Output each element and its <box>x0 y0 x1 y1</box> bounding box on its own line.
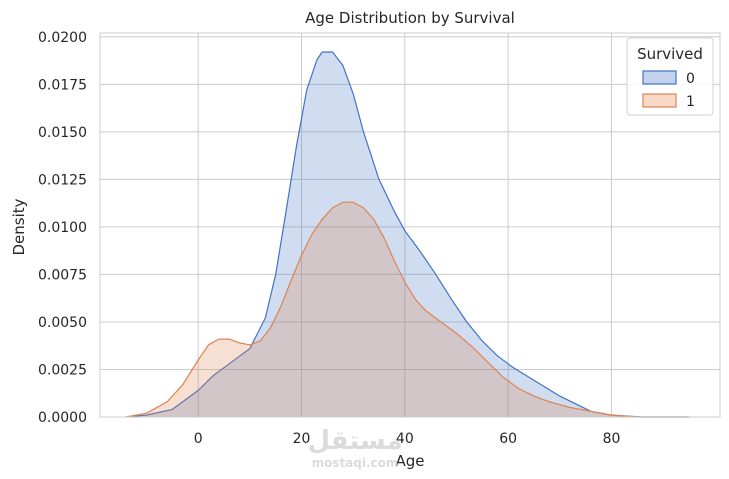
watermark-latin: mostaqi.com <box>312 456 399 470</box>
x-tick-labels: 0 20 40 60 80 <box>194 431 621 447</box>
density-line-survived-1 <box>125 201 689 418</box>
legend-label-survived-1: 1 <box>686 94 695 110</box>
y-tick-label: 0.0200 <box>38 30 87 46</box>
density-line-survived-0 <box>125 51 689 418</box>
y-tick-label: 0.0000 <box>38 410 87 426</box>
y-tick-label: 0.0050 <box>38 315 87 331</box>
y-tick-label: 0.0150 <box>38 125 87 141</box>
watermark-arabic: مستقل <box>307 426 402 456</box>
y-tick-label: 0.0125 <box>38 172 87 188</box>
legend-title: Survived <box>637 45 703 63</box>
watermark: مستقل mostaqi.com <box>307 426 402 470</box>
y-tick-label: 0.0175 <box>38 77 87 93</box>
chart-title: Age Distribution by Survival <box>305 9 515 27</box>
legend: Survived 0 1 <box>626 37 714 116</box>
legend-swatch-survived-0 <box>642 70 677 85</box>
grid-lines <box>100 33 720 418</box>
x-axis-label: Age <box>395 452 424 470</box>
y-tick-labels: 0.0000 0.0025 0.0050 0.0075 0.0100 0.0125 0.01… <box>38 30 87 426</box>
x-tick-label: 20 <box>293 431 311 447</box>
density-areas <box>125 51 690 418</box>
plot-frame <box>99 32 721 418</box>
x-tick-label: 80 <box>603 431 621 447</box>
y-tick-label: 0.0025 <box>38 362 87 378</box>
x-tick-label: 60 <box>499 431 517 447</box>
y-tick-label: 0.0100 <box>38 220 87 236</box>
density-area-survived-1 <box>125 202 690 417</box>
y-tick-label: 0.0075 <box>38 267 87 283</box>
x-tick-label: 40 <box>396 431 414 447</box>
legend-label-survived-0: 0 <box>686 71 695 87</box>
legend-swatch-survived-1 <box>642 93 677 108</box>
x-tick-label: 0 <box>194 431 203 447</box>
y-axis-label: Density <box>10 198 28 255</box>
